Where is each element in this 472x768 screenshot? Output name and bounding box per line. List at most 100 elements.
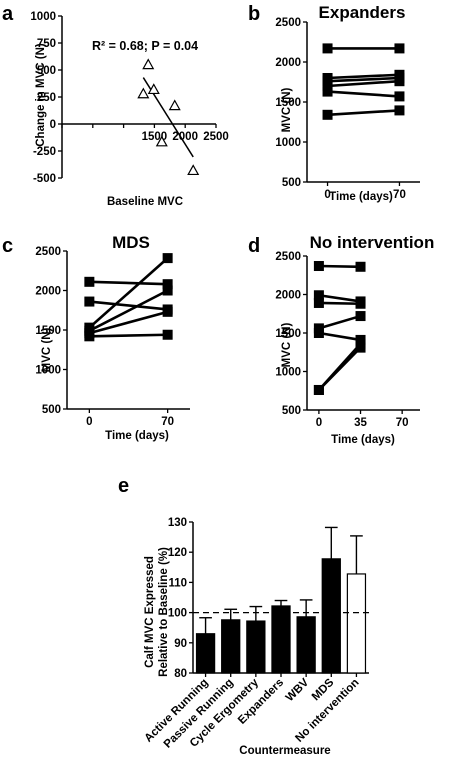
panel-e-xlabel: Countermeasure [239, 745, 330, 757]
panel-d-series-line [318, 314, 361, 330]
panel-a-annotation: R² = 0.68; P = 0.04 [92, 39, 198, 53]
panel-b-title: Expanders [319, 3, 406, 22]
panel-d-y-tick-label: 2500 [275, 251, 301, 263]
panel-d-y-tick-label: 1000 [275, 367, 301, 379]
panel-c-ylabel: MVC (N) [41, 327, 53, 372]
panel-b-data-point [394, 43, 405, 54]
panel-c-series-line [89, 310, 168, 335]
panel-a-y-tick-label: 250 [37, 92, 56, 104]
panel-b-data-point [394, 105, 405, 116]
panel-e-bar [221, 619, 241, 674]
panel-d-x-tick-label: 35 [354, 417, 367, 429]
panel-b-data-point [322, 109, 333, 120]
panel-a-y-tick-label: 750 [37, 38, 56, 50]
panel-c-x-tick-label: 0 [86, 416, 92, 428]
panel-a-data-point [142, 58, 155, 70]
panel-e-ylabel-line1: Calf MVC Expressed [144, 556, 156, 668]
panel-c-series-line [89, 333, 168, 338]
panel-a-ylabel: Change in MVC (N) [35, 43, 47, 147]
panel-b-data-point [322, 43, 333, 54]
panel-b-series-line [327, 76, 400, 83]
panel-d-data-point [355, 311, 366, 322]
panel-c-data-point [162, 253, 173, 264]
panel-d-ylabel: MVC (N) [281, 322, 293, 367]
panel-e-bar [321, 558, 341, 674]
panel-e-y-tick-label: 110 [168, 577, 187, 589]
panel-a-data-point [137, 87, 150, 99]
panel-e-ylabel-line2: Relative to Baseline (%) [158, 547, 170, 677]
panel-a-y-tick-label: 500 [37, 65, 56, 77]
panel-d-data-point [355, 338, 366, 349]
panel-e-x-tick-label: WBV [284, 676, 312, 704]
panel-c-title: MDS [112, 233, 150, 252]
panel-c-y-tick-label: 2000 [35, 286, 61, 298]
panel-e-y-tick-label: 100 [168, 608, 187, 620]
panel-label-d: d [248, 235, 260, 257]
panel-c-data-point [84, 276, 95, 287]
panel-c-xlabel: Time (days) [105, 430, 169, 442]
panel-e-y-tick-label: 130 [168, 517, 187, 529]
panel-c-y-tick-label: 1000 [35, 365, 61, 377]
panel-a-data-point [155, 135, 168, 147]
panel-e-bar [195, 633, 216, 674]
panel-b-x-tick-label: 70 [393, 189, 406, 201]
panel-a-y-tick-label: 1000 [30, 11, 56, 23]
panel-c-series-line [89, 280, 168, 286]
panel-label-c: c [2, 235, 13, 257]
panel-b-y-tick-label: 2500 [275, 17, 301, 29]
panel-label-a: a [2, 3, 14, 25]
panel-a-data-point [168, 99, 181, 111]
panel-b-x-tick-label: 0 [324, 189, 330, 201]
panel-c-data-point [162, 329, 173, 340]
panel-d-series-line [318, 331, 361, 342]
panel-c-series-line [88, 257, 169, 329]
panel-d-y-tick-label: 2000 [275, 290, 301, 302]
panel-c-y-tick-label: 500 [42, 404, 61, 416]
panel-a-xlabel: Baseline MVC [107, 196, 183, 208]
panel-c-data-point [84, 296, 95, 307]
panel-d-data-point [313, 297, 324, 308]
panel-c-y-tick-label: 2500 [35, 246, 61, 258]
panel-d-data-point [313, 328, 324, 338]
panel-b-data-point [322, 86, 333, 97]
panel-d-series-line [318, 293, 361, 303]
panel-a-data-point [147, 83, 160, 95]
panel-a-y-tick-label: -500 [33, 173, 56, 185]
panel-b-data-point [322, 81, 333, 91]
panel-e-bar [246, 620, 266, 674]
panel-d-data-point [355, 298, 366, 309]
panel-b-data-point [394, 76, 405, 87]
panel-d-series-line [317, 342, 362, 391]
panel-label-e: e [118, 475, 129, 497]
panel-a-x-tick-label: 2000 [172, 131, 198, 143]
panel-e-y-tick-label: 120 [168, 547, 187, 559]
panel-d-series-line [318, 301, 361, 306]
panel-a-data-point [187, 164, 200, 176]
panel-c-series-line [89, 300, 168, 311]
panel-d-title: No intervention [310, 233, 435, 252]
panel-b-y-tick-label: 2000 [275, 57, 301, 69]
panel-c-y-tick-label: 1500 [35, 325, 61, 337]
panel-d-data-point [355, 261, 366, 272]
panel-b-xlabel: Time (days) [329, 191, 393, 203]
panel-d-x-tick-label: 70 [396, 417, 409, 429]
panel-d-y-tick-label: 500 [282, 405, 301, 417]
panel-d-data-point [313, 290, 324, 301]
panel-b-y-tick-label: 1500 [275, 97, 301, 109]
panel-d-data-point [313, 261, 324, 272]
panel-a-x-tick-label: 2500 [203, 131, 229, 143]
panel-b-data-point [394, 91, 405, 102]
panel-e-y-tick-label: 80 [174, 668, 187, 680]
panel-b-series-line [327, 79, 400, 88]
panel-b-ylabel: MVC (N) [281, 87, 293, 132]
panel-label-b: b [248, 3, 260, 25]
panel-e-bar [346, 573, 367, 674]
panel-e-bar [271, 605, 291, 674]
panel-d-xlabel: Time (days) [331, 434, 395, 446]
panel-d-series-line [318, 264, 361, 269]
panel-d-data-point [313, 384, 324, 395]
panel-b-series-line [327, 73, 400, 80]
